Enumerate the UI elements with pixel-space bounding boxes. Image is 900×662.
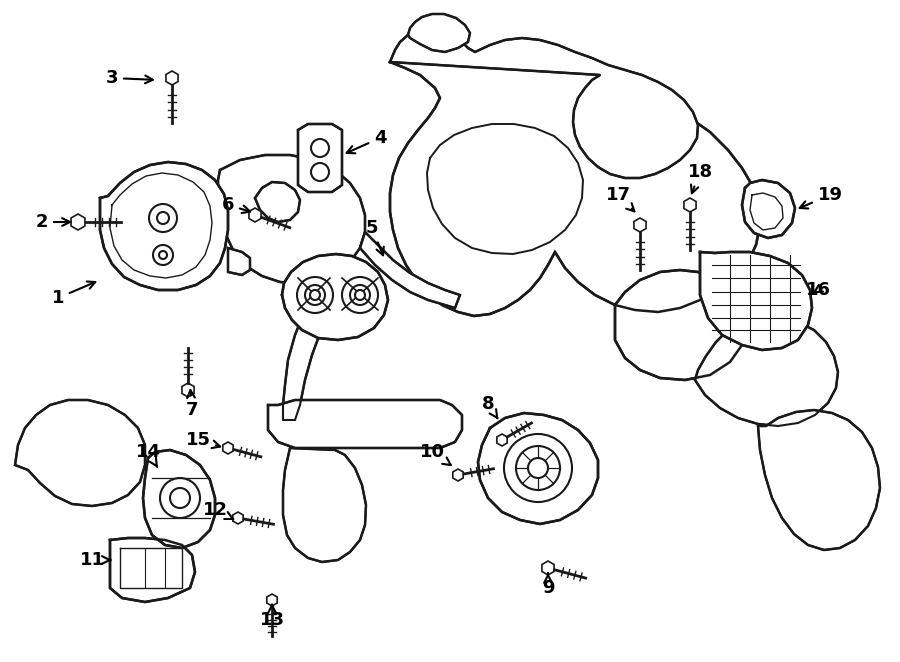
Text: 15: 15 xyxy=(185,431,220,449)
Text: 10: 10 xyxy=(419,443,451,465)
Polygon shape xyxy=(233,512,243,524)
Circle shape xyxy=(310,290,320,300)
Polygon shape xyxy=(255,182,300,222)
Circle shape xyxy=(160,478,200,518)
Circle shape xyxy=(350,285,370,305)
Polygon shape xyxy=(100,162,228,290)
Text: 5: 5 xyxy=(365,219,383,256)
Polygon shape xyxy=(143,450,215,548)
Polygon shape xyxy=(110,538,195,602)
Text: 14: 14 xyxy=(136,443,160,467)
Circle shape xyxy=(311,139,329,157)
Text: 9: 9 xyxy=(542,573,554,597)
Text: 6: 6 xyxy=(221,196,250,214)
Polygon shape xyxy=(268,400,462,448)
Polygon shape xyxy=(283,273,350,420)
Circle shape xyxy=(355,290,365,300)
Circle shape xyxy=(342,277,378,313)
Polygon shape xyxy=(478,413,598,524)
Text: 17: 17 xyxy=(606,186,634,211)
Text: 11: 11 xyxy=(79,551,111,569)
Polygon shape xyxy=(390,52,760,316)
Polygon shape xyxy=(758,410,880,550)
Polygon shape xyxy=(182,383,194,397)
Polygon shape xyxy=(166,71,178,85)
Text: 12: 12 xyxy=(202,501,233,519)
Text: 1: 1 xyxy=(52,281,95,307)
Text: 4: 4 xyxy=(346,129,386,154)
Circle shape xyxy=(149,204,177,232)
Polygon shape xyxy=(634,218,646,232)
Polygon shape xyxy=(218,155,365,283)
Circle shape xyxy=(157,212,169,224)
Polygon shape xyxy=(453,469,464,481)
Polygon shape xyxy=(408,14,470,52)
Polygon shape xyxy=(228,248,250,275)
Text: 3: 3 xyxy=(106,69,153,87)
Polygon shape xyxy=(283,448,366,562)
Polygon shape xyxy=(684,198,696,212)
Circle shape xyxy=(305,285,325,305)
Circle shape xyxy=(504,434,572,502)
Polygon shape xyxy=(282,254,388,340)
Circle shape xyxy=(528,458,548,478)
Polygon shape xyxy=(695,318,838,426)
Text: 19: 19 xyxy=(800,186,842,209)
Circle shape xyxy=(311,163,329,181)
Polygon shape xyxy=(360,232,460,308)
Polygon shape xyxy=(15,400,145,506)
Text: 13: 13 xyxy=(259,604,284,629)
Polygon shape xyxy=(71,214,85,230)
Polygon shape xyxy=(298,124,342,192)
Circle shape xyxy=(297,277,333,313)
Text: 7: 7 xyxy=(185,390,198,419)
Text: 16: 16 xyxy=(806,281,831,299)
Circle shape xyxy=(159,251,167,259)
Text: 8: 8 xyxy=(482,395,498,418)
Polygon shape xyxy=(223,442,233,454)
Polygon shape xyxy=(497,434,508,446)
Circle shape xyxy=(153,245,173,265)
Polygon shape xyxy=(249,208,261,222)
Text: 2: 2 xyxy=(36,213,70,231)
Text: 18: 18 xyxy=(688,163,713,193)
Polygon shape xyxy=(742,180,795,238)
Polygon shape xyxy=(542,561,554,575)
Polygon shape xyxy=(700,252,812,350)
Polygon shape xyxy=(266,594,277,606)
Circle shape xyxy=(170,488,190,508)
Polygon shape xyxy=(615,270,745,380)
Polygon shape xyxy=(390,28,698,178)
Circle shape xyxy=(516,446,560,490)
